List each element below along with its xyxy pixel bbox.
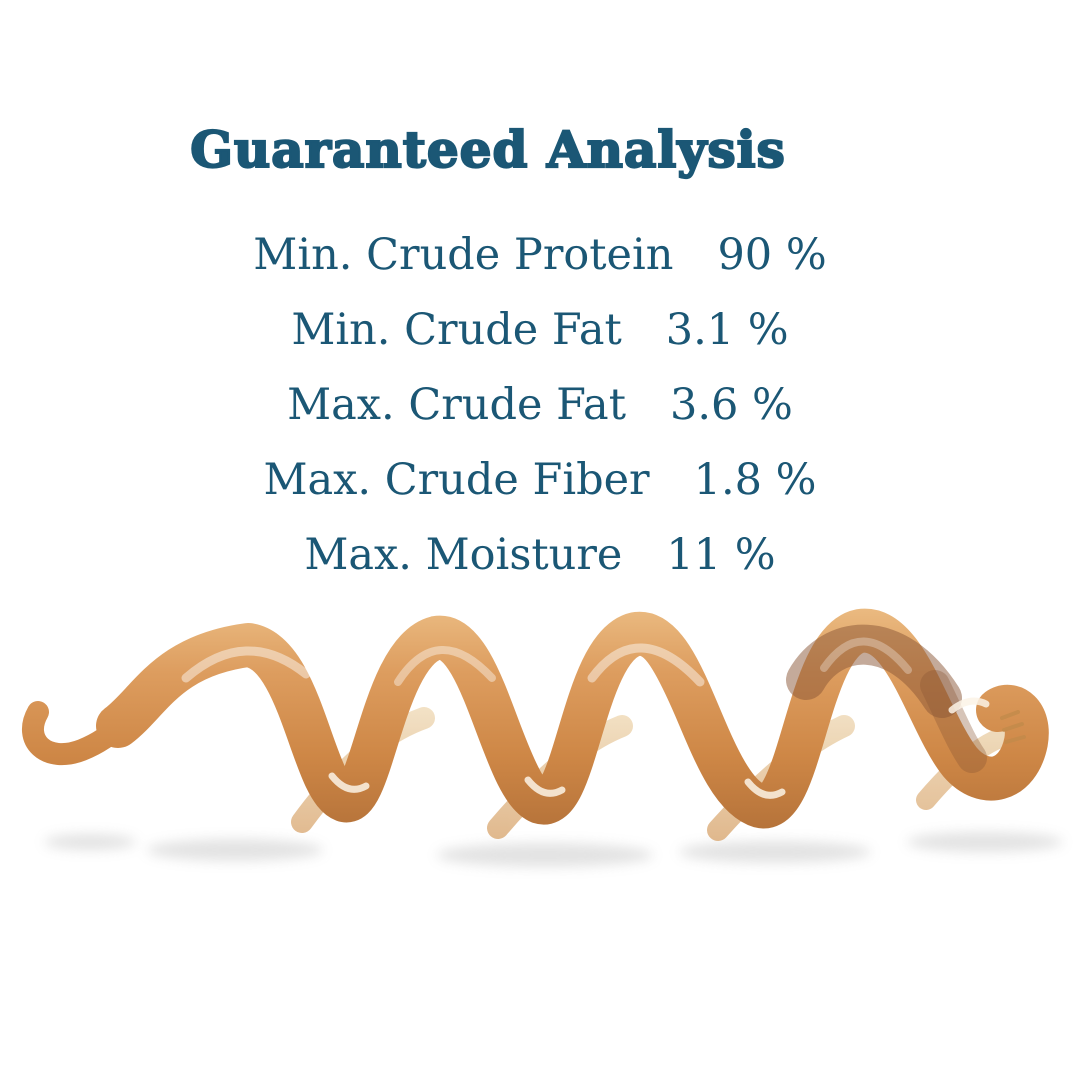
- chew-shadow: [44, 832, 1063, 867]
- analysis-label: Min. Crude Fat: [291, 305, 622, 355]
- analysis-value: 3.6 %: [669, 380, 793, 430]
- analysis-label: Max. Moisture: [304, 530, 623, 580]
- analysis-value: 11 %: [666, 530, 776, 580]
- chew-body: [96, 608, 1049, 829]
- chew-back-coil: [291, 707, 1016, 841]
- chew-highlights: [181, 637, 912, 687]
- analysis-row: Max. Moisture 11 %: [0, 518, 1080, 593]
- analysis-label: Max. Crude Fiber: [263, 455, 650, 505]
- chew-dark-patch: [786, 624, 987, 773]
- analysis-label: Min. Crude Protein: [253, 230, 674, 280]
- analysis-row: Min. Crude Fat 3.1 %: [0, 293, 1080, 368]
- analysis-value: 1.8 %: [693, 455, 817, 505]
- page-title: Guaranteed Analysis: [189, 119, 786, 180]
- analysis-row: Min. Crude Protein 90 %: [0, 218, 1080, 293]
- analysis-list: Min. Crude Protein 90 % Min. Crude Fat 3…: [0, 218, 1080, 593]
- analysis-row: Max. Crude Fat 3.6 %: [0, 368, 1080, 443]
- analysis-value: 90 %: [717, 230, 827, 280]
- analysis-value: 3.1 %: [665, 305, 789, 355]
- analysis-row: Max. Crude Fiber 1.8 %: [0, 443, 1080, 518]
- chew-membrane-streaks: [328, 697, 990, 799]
- chew-end-ridges: [1000, 710, 1026, 744]
- analysis-label: Max. Crude Fat: [287, 380, 626, 430]
- spiral-chew-photo: [22, 608, 1063, 867]
